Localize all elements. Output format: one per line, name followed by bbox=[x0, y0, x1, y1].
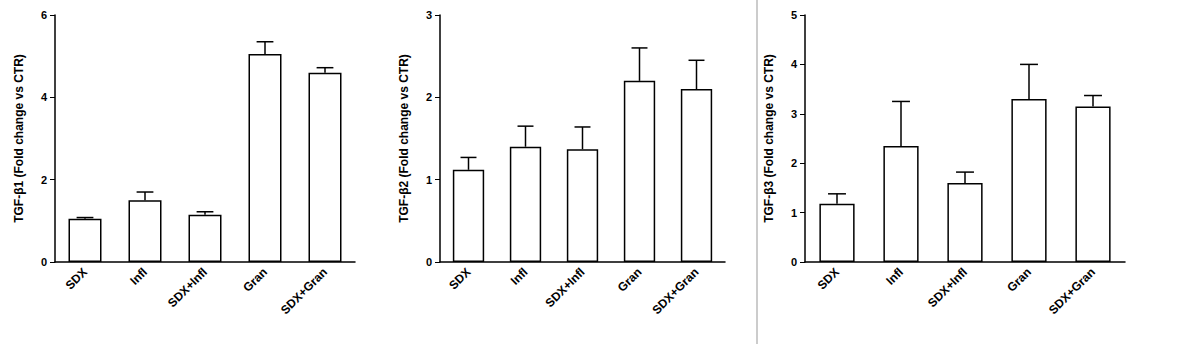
svg-text:Infl: Infl bbox=[127, 265, 150, 288]
svg-text:SDX+Infl: SDX+Infl bbox=[542, 265, 587, 310]
svg-text:5: 5 bbox=[791, 9, 797, 21]
svg-text:SDX+Gran: SDX+Gran bbox=[278, 265, 330, 317]
svg-text:SDX+Gran: SDX+Gran bbox=[649, 265, 701, 317]
svg-text:3: 3 bbox=[791, 108, 797, 120]
svg-text:SDX+Infl: SDX+Infl bbox=[165, 265, 210, 310]
svg-text:SDX+Gran: SDX+Gran bbox=[1046, 265, 1098, 317]
svg-text:SDX+Infl: SDX+Infl bbox=[925, 265, 970, 310]
svg-text:0: 0 bbox=[791, 256, 797, 268]
svg-text:6: 6 bbox=[41, 9, 47, 21]
svg-text:1: 1 bbox=[791, 207, 797, 219]
svg-text:Gran: Gran bbox=[240, 265, 270, 295]
svg-text:Infl: Infl bbox=[883, 265, 906, 288]
svg-text:0: 0 bbox=[41, 256, 47, 268]
svg-text:2: 2 bbox=[426, 91, 432, 103]
svg-text:TGF-β2 (Fold change vs CTR): TGF-β2 (Fold change vs CTR) bbox=[397, 54, 411, 223]
svg-text:3: 3 bbox=[426, 9, 432, 21]
svg-text:4: 4 bbox=[41, 91, 48, 103]
svg-text:0: 0 bbox=[426, 256, 432, 268]
svg-text:SDX: SDX bbox=[446, 265, 473, 292]
svg-text:2: 2 bbox=[41, 174, 47, 186]
svg-text:Gran: Gran bbox=[1004, 265, 1034, 295]
svg-text:1: 1 bbox=[426, 174, 432, 186]
svg-text:TGF-β1 (Fold change vs CTR): TGF-β1 (Fold change vs CTR) bbox=[12, 54, 26, 223]
svg-text:2: 2 bbox=[791, 157, 797, 169]
svg-text:SDX: SDX bbox=[63, 265, 90, 292]
svg-text:Gran: Gran bbox=[615, 265, 645, 295]
svg-text:Infl: Infl bbox=[508, 265, 531, 288]
svg-text:4: 4 bbox=[791, 58, 798, 70]
svg-text:TGF-β3 (Fold change vs CTR): TGF-β3 (Fold change vs CTR) bbox=[762, 54, 776, 223]
svg-text:SDX: SDX bbox=[815, 265, 842, 292]
